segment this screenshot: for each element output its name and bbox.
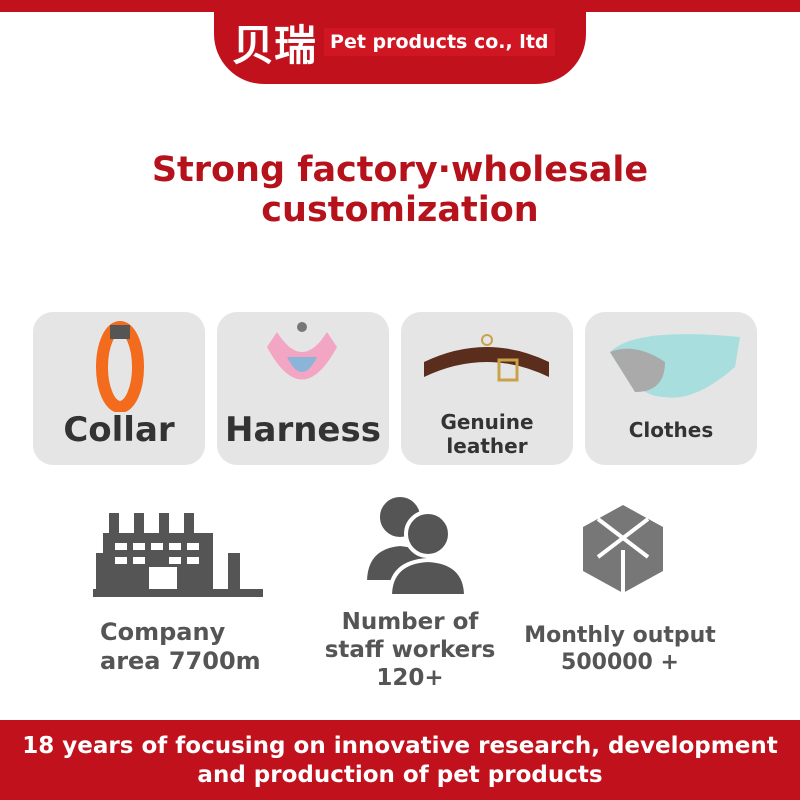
pet-vest-image (610, 334, 740, 398)
stat-text: Monthly output (524, 623, 716, 648)
orange-collar-image (96, 321, 144, 412)
stat-text: staff workers (324, 637, 496, 663)
footer-banner: 18 years of focusing on innovative resea… (0, 720, 800, 800)
category-label: Clothes (628, 418, 714, 442)
stat-text: area 7700m (100, 647, 261, 675)
category-label: Genuine leather (440, 410, 534, 458)
page-title: Strong factory·wholesale customization (0, 150, 800, 230)
stat-text: 120+ (376, 665, 444, 691)
category-card-clothes[interactable]: Clothes (585, 312, 757, 465)
title-line: customization (261, 190, 539, 230)
category-label: Collar (63, 410, 175, 450)
stat-staff: Number of staff workers 120+ (320, 608, 500, 692)
footer-text: and production of pet products (197, 762, 603, 788)
category-card-harness[interactable]: Harness (217, 312, 389, 465)
category-card-leather[interactable]: Genuine leather (401, 312, 573, 465)
people-icon (362, 493, 469, 597)
stat-text: 500000 + (561, 650, 679, 675)
stat-text: Number of (341, 609, 479, 635)
pink-harness-image (267, 322, 337, 380)
title-line: Strong factory·wholesale (151, 150, 649, 190)
company-name: Pet products co., ltd (324, 28, 555, 56)
footer-text: 18 years of focusing on innovative resea… (22, 733, 778, 759)
category-card-collar[interactable]: Collar (33, 312, 205, 465)
stat-output: Monthly output 500000 + (515, 622, 725, 676)
leather-collar-image (424, 334, 549, 382)
stat-company-area: Company area 7700m (100, 618, 261, 676)
factory-icon (93, 513, 263, 597)
header-tab: 贝瑞 Pet products co., ltd (214, 0, 586, 84)
category-label: Harness (225, 410, 381, 450)
logo: 贝瑞 (232, 20, 317, 70)
stat-text: Company (100, 618, 226, 646)
cube-icon (583, 505, 663, 593)
